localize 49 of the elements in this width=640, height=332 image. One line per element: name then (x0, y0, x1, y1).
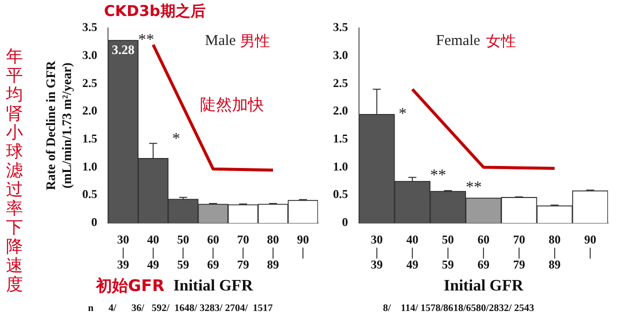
y-tick-label: 1.5 (82, 132, 98, 146)
annotation: 女性 (486, 32, 516, 51)
y-tick-label: 2.5 (333, 76, 348, 90)
x-tick-label: 90 | (584, 232, 596, 259)
y-tick-label: 3.0 (333, 48, 348, 62)
x-tick-label: 90 | (297, 232, 310, 259)
y-tick-label: 3.0 (82, 48, 98, 62)
text: 8/ 114/ 1578/8618/6580/2832/ 2543 (383, 303, 534, 314)
y-tick-label: 2.0 (82, 104, 98, 118)
text: n 4/ 36/ 592/ 1648/ 3283/ 2704/ 1517 (88, 303, 273, 314)
x-tick-label: 50 | 59 (177, 232, 190, 272)
x-tick-label: 50 | 59 (442, 232, 454, 272)
y-tick-label: 2.5 (82, 76, 98, 90)
x-tick-label: 60 | 69 (478, 232, 490, 272)
x-tick-label: 80 | 89 (267, 232, 280, 272)
data-label: 3.28 (112, 42, 136, 58)
x-tick-label: 30 | 39 (117, 232, 130, 272)
chart-title: Female (436, 33, 480, 50)
y-tick-label: 3.5 (82, 20, 98, 34)
x-tick-label: 70 | 79 (237, 232, 250, 272)
x-axis-title: Initial GFR (173, 278, 254, 295)
x-tick-label: 30 | 39 (370, 232, 383, 272)
x-tick-label: 60 | 69 (207, 232, 220, 272)
annotation: ** (138, 31, 154, 48)
annotation: * (398, 106, 407, 123)
x-tick-label: 70 | 79 (513, 232, 526, 272)
annotation: 陡然加快 (200, 95, 264, 116)
y-axis-title: Rate of Decline in GFR (mL/min/1.73 m²/year) (43, 60, 74, 190)
annotation: ** (430, 166, 446, 184)
y-tick-label: 1.0 (82, 159, 98, 174)
chart-title: Male (205, 33, 236, 50)
y-tick-label: 0.5 (82, 187, 98, 202)
y-tick-label: 0 (91, 215, 98, 230)
x-axis-title: Initial GFR (444, 278, 524, 295)
y-tick-label: 0 (342, 215, 348, 230)
annotation: ** (466, 179, 482, 196)
text: 初始GFR (96, 276, 164, 297)
text: 年平均肾小球滤过率下降速度 (6, 47, 23, 295)
annotation: * (172, 130, 180, 148)
y-tick-label: 1.0 (333, 159, 348, 174)
y-tick-label: 0.5 (333, 187, 348, 202)
y-tick-label: 3.5 (333, 20, 348, 34)
y-tick-label: 1.5 (333, 132, 348, 146)
text: CKD3b期之后 (104, 2, 206, 21)
y-tick-label: 2.0 (333, 104, 348, 118)
x-tick-label: 40 | 49 (406, 232, 418, 272)
x-tick-label: 80 | 89 (548, 232, 561, 272)
annotation: 男性 (240, 32, 270, 51)
x-tick-label: 40 | 49 (147, 232, 160, 272)
